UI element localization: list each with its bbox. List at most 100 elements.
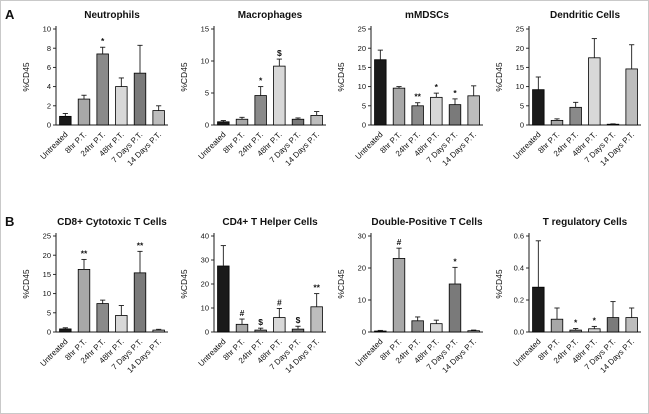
y-tick-label: 10 — [516, 82, 524, 91]
y-tick-label: 5 — [362, 101, 366, 110]
bar-neutrophils-4 — [133, 72, 147, 126]
bar-dendritic-cells-4 — [606, 123, 620, 126]
bar-cd8-cytotoxic-t-cells-1 — [77, 269, 91, 333]
charts-row-b: CD8+ Cytotoxic T Cells %CD45 0 5 10 15 20 25 Unt… — [19, 208, 648, 413]
bar-mmdscs-1 — [393, 87, 406, 126]
y-tick-label: 0.4 — [514, 264, 524, 273]
y-tick-label: 20 — [358, 44, 366, 53]
significance-marker: $ — [258, 317, 263, 327]
panel-b-label: B — [5, 214, 15, 229]
y-tick-label: 0 — [47, 121, 51, 130]
bar-t-regulatory-cells-3 — [588, 328, 601, 333]
bar-macrophages-5 — [310, 115, 323, 126]
y-tick-label: 10 — [358, 82, 366, 91]
bar-macrophages-1 — [235, 118, 248, 126]
y-tick-label: 15 — [516, 63, 524, 72]
bar-dendritic-cells-1 — [550, 119, 564, 126]
bar-double-positive-t-cells-2 — [411, 320, 425, 333]
significance-marker: * — [574, 317, 578, 327]
bar-neutrophils-2 — [96, 53, 109, 126]
bar-mmdscs-5 — [467, 95, 481, 126]
significance-marker: * — [454, 256, 458, 266]
y-tick-label: 20 — [200, 280, 208, 289]
y-axis-label: %CD45 — [21, 269, 31, 299]
significance-marker: $ — [277, 48, 282, 58]
y-tick-label: 0.2 — [514, 296, 524, 305]
chart-t-regulatory-cells: T regulatory Cells%CD450.00.20.40.6Untre… — [494, 217, 642, 375]
y-tick-label: 10 — [358, 296, 366, 305]
bar-dendritic-cells-3 — [588, 57, 601, 126]
y-tick-label: 25 — [43, 232, 51, 241]
bar-macrophages-3 — [272, 65, 286, 126]
bar-cd4-t-helper-cells-4 — [291, 328, 304, 333]
y-tick-label: 0 — [204, 121, 208, 130]
bar-neutrophils-5 — [152, 110, 165, 126]
significance-marker: * — [593, 315, 597, 325]
bar-cd8-cytotoxic-t-cells-0 — [59, 328, 72, 333]
chart-cd4-t-helper-cells: CD4+ T Helper Cells%CD45010203040Untreat… — [179, 217, 326, 375]
y-tick-label: 0 — [520, 121, 524, 130]
significance-marker: ** — [313, 283, 320, 293]
y-tick-label: 25 — [516, 25, 524, 34]
bar-mmdscs-2 — [411, 105, 425, 126]
y-tick-label: 4 — [47, 82, 51, 91]
bar-double-positive-t-cells-1 — [393, 258, 406, 333]
significance-marker: # — [277, 297, 282, 307]
significance-marker: ** — [137, 240, 144, 250]
bar-cd4-t-helper-cells-5 — [310, 306, 323, 333]
chart-title: Dendritic Cells — [550, 10, 620, 21]
significance-marker: * — [435, 82, 439, 92]
chart-title: Neutrophils — [84, 10, 140, 21]
y-tick-label: 8 — [47, 44, 51, 53]
y-tick-label: 5 — [47, 308, 51, 317]
bar-neutrophils-3 — [115, 86, 128, 126]
significance-marker: * — [259, 76, 263, 86]
bar-cd4-t-helper-cells-0 — [216, 265, 230, 333]
chart-dendritic-cells: Dendritic Cells%CD450510152025Untreated8… — [494, 10, 642, 168]
bar-dendritic-cells-0 — [532, 89, 545, 126]
significance-marker: $ — [295, 315, 300, 325]
bar-cd4-t-helper-cells-1 — [235, 323, 248, 333]
y-tick-label: 0 — [47, 328, 51, 337]
bar-dendritic-cells-2 — [569, 106, 582, 126]
bar-double-positive-t-cells-4 — [449, 283, 462, 333]
bar-neutrophils-1 — [77, 98, 91, 126]
y-tick-label: 6 — [47, 63, 51, 72]
y-tick-label: 0.0 — [514, 328, 524, 337]
chart-title: CD8+ Cytotoxic T Cells — [57, 217, 167, 228]
bar-mmdscs-4 — [449, 104, 462, 126]
chart-cd8-cytotoxic-t-cells: CD8+ Cytotoxic T Cells%CD450510152025Unt… — [21, 217, 168, 375]
bar-cd4-t-helper-cells-3 — [272, 317, 286, 333]
y-axis-label: %CD45 — [179, 62, 189, 92]
bar-macrophages-2 — [254, 95, 267, 126]
y-tick-label: 0.6 — [514, 232, 524, 241]
y-tick-label: 25 — [358, 25, 366, 34]
y-tick-label: 10 — [43, 25, 51, 34]
y-axis-label: %CD45 — [179, 269, 189, 299]
y-tick-label: 15 — [358, 63, 366, 72]
bar-t-regulatory-cells-5 — [625, 317, 638, 333]
bar-t-regulatory-cells-0 — [532, 286, 545, 333]
bar-t-regulatory-cells-4 — [606, 317, 620, 333]
y-axis-label: %CD45 — [336, 62, 346, 92]
panel-a-label: A — [5, 7, 15, 22]
y-tick-label: 10 — [200, 304, 208, 313]
bar-t-regulatory-cells-2 — [569, 329, 582, 333]
chart-double-positive-t-cells: Double-Positive T Cells%CD450102030Untre… — [336, 217, 483, 375]
bar-double-positive-t-cells-5 — [467, 330, 481, 333]
significance-marker: # — [239, 308, 244, 318]
bar-t-regulatory-cells-1 — [550, 318, 564, 333]
y-tick-label: 10 — [200, 57, 208, 66]
y-tick-label: 10 — [43, 289, 51, 298]
y-tick-label: 30 — [358, 232, 366, 241]
significance-marker: * — [101, 36, 105, 46]
charts-row-a: Neutrophils %CD45 0 2 4 6 8 10 Untreated 8hr P.T.… — [19, 1, 648, 208]
bar-double-positive-t-cells-3 — [430, 323, 443, 333]
y-tick-label: 2 — [47, 101, 51, 110]
bar-cd8-cytotoxic-t-cells-2 — [96, 303, 109, 333]
y-axis-label: %CD45 — [494, 62, 504, 92]
bar-cd8-cytotoxic-t-cells-3 — [115, 315, 128, 333]
